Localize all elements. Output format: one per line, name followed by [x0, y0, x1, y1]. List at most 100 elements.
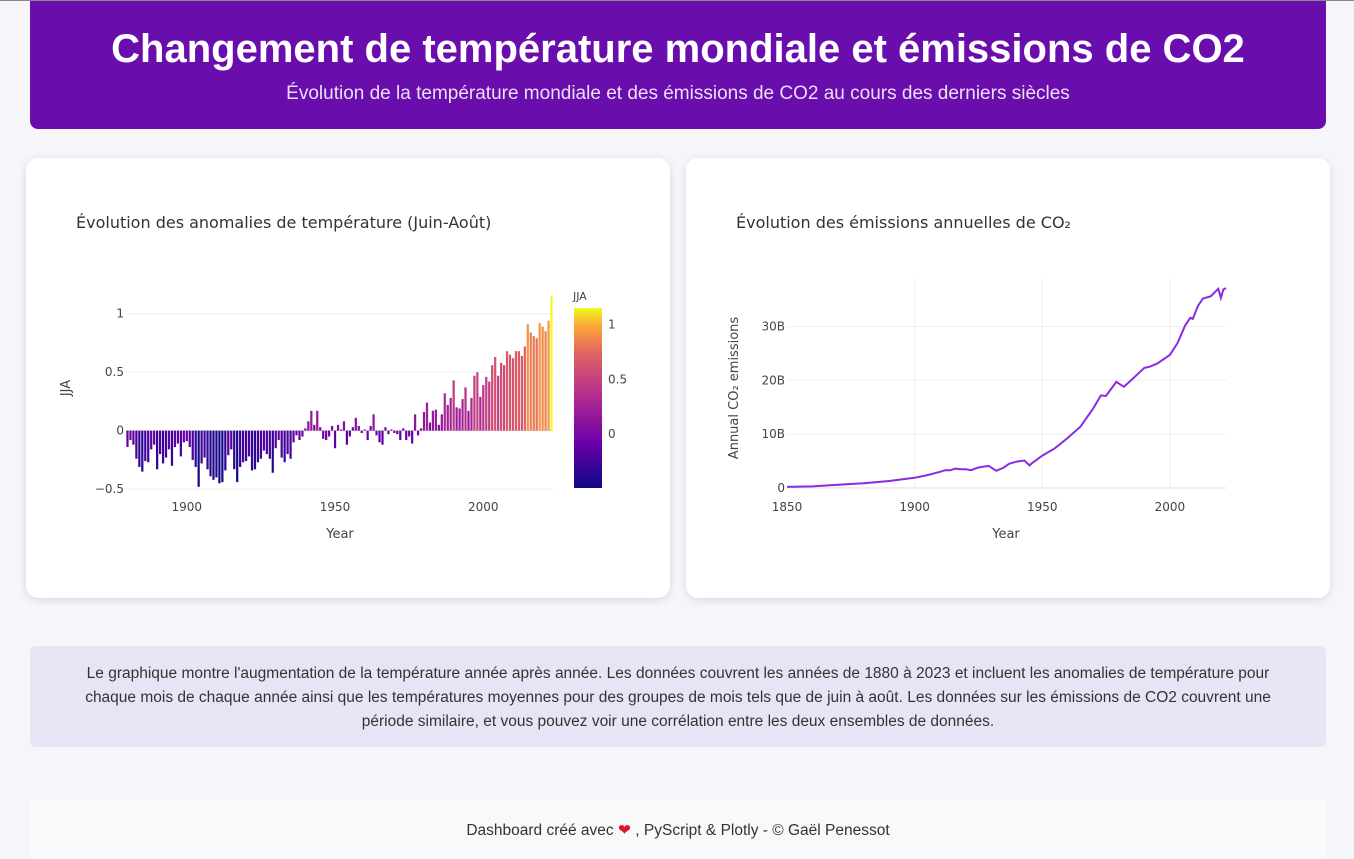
temperature-bar [502, 365, 506, 431]
temperature-bar [437, 424, 440, 431]
heart-icon: ❤ [617, 822, 631, 839]
temperature-bar [360, 430, 363, 434]
colorbar-tick-label: 0.5 [608, 372, 627, 386]
temperature-bar [393, 430, 396, 434]
temperature-bar [339, 429, 343, 431]
temperature-bar [167, 430, 171, 450]
temperature-x-axis-label: Year [325, 527, 354, 542]
temperature-y-axis-label: JJA [59, 380, 74, 397]
temperature-bar [304, 428, 307, 431]
temperature-bar [242, 430, 245, 463]
temperature-bar [526, 324, 529, 431]
temperature-bar [153, 430, 156, 445]
temperature-bar [325, 430, 328, 441]
temperature-bar [330, 426, 334, 431]
temperature-y-tick-label: 1 [116, 307, 124, 321]
temperature-bar [449, 397, 452, 431]
temperature-bar [384, 427, 387, 431]
temperature-bar [298, 430, 301, 441]
co2-series-line [786, 286, 1227, 488]
temperature-bar [434, 409, 437, 431]
temperature-bar [467, 410, 470, 431]
temperature-bar [390, 429, 393, 431]
temperature-bar [485, 376, 488, 431]
temperature-bar [369, 426, 372, 431]
temperature-bar [470, 397, 473, 431]
co2-x-tick-label: 1850 [772, 500, 803, 514]
temperature-bar [256, 430, 260, 463]
temperature-bar [414, 414, 417, 431]
temperature-bar [473, 375, 476, 431]
temperature-bar [203, 430, 206, 458]
dashboard-header: Changement de température mondiale et ém… [30, 1, 1326, 129]
temperature-chart[interactable]: Évolution des anomalies de température (… [26, 158, 670, 598]
temperature-bar [271, 430, 274, 473]
temperature-bar [375, 430, 378, 436]
temperature-bar [455, 407, 458, 431]
temperature-bar [363, 429, 366, 431]
temperature-bar [188, 430, 191, 448]
colorbar [574, 308, 602, 488]
temperature-bar [514, 351, 518, 431]
footer-prefix: Dashboard créé avec [466, 822, 618, 839]
co2-chart[interactable]: Évolution des émissions annuelles de CO₂… [686, 158, 1330, 598]
temperature-y-tick-label: −0.5 [95, 482, 124, 496]
temperature-bar [141, 430, 144, 472]
page-subtitle: Évolution de la température mondiale et … [286, 83, 1070, 104]
temperature-bar [244, 430, 248, 462]
temperature-bar [497, 375, 500, 431]
temperature-bar [366, 430, 369, 441]
temperature-bar [132, 430, 135, 445]
temperature-bar [295, 430, 298, 436]
temperature-bar [345, 430, 349, 445]
temperature-bar [250, 430, 254, 471]
temperature-bar [333, 430, 337, 449]
temperature-bar [268, 430, 271, 459]
co2-x-axis-label: Year [991, 527, 1020, 542]
temperature-bar [387, 430, 390, 435]
temperature-bar [416, 430, 420, 436]
temperature-bar [411, 430, 414, 444]
temperature-bar [443, 393, 446, 431]
temperature-bar [464, 387, 467, 431]
temperature-bar [408, 430, 411, 437]
temperature-bar [310, 410, 313, 431]
temperature-bar [446, 404, 449, 431]
temperature-bar [218, 430, 221, 484]
footer-suffix: , PyScript & Plotly - © Gaël Penessot [630, 822, 890, 839]
temperature-bar [491, 365, 494, 431]
temperature-bar [259, 430, 263, 459]
temperature-bar [425, 402, 429, 431]
temperature-bar [342, 421, 346, 431]
temperature-bar [422, 411, 426, 431]
temperature-bar [253, 430, 257, 470]
temperature-bar [221, 430, 224, 483]
temperature-bar [505, 351, 509, 431]
co2-x-tick-label: 1900 [899, 500, 930, 514]
temperature-bar [452, 380, 455, 431]
temperature-bar [185, 430, 188, 442]
temperature-bar [150, 430, 153, 450]
co2-x-tick-label: 2000 [1155, 500, 1186, 514]
co2-y-axis-label: Annual CO₂ emissions [727, 317, 742, 460]
temperature-chart-title: Évolution des anomalies de température (… [76, 213, 491, 232]
temperature-bar [357, 426, 360, 431]
temperature-bar [247, 430, 251, 457]
temperature-bar [541, 326, 544, 431]
temperature-bar [396, 430, 399, 435]
temperature-bar [170, 430, 174, 466]
temperature-bar [476, 372, 479, 431]
temperature-bar [319, 427, 322, 431]
description-text: Le graphique montre l'augmentation de la… [85, 665, 1271, 730]
temperature-bar [292, 430, 295, 443]
temperature-bar [286, 430, 289, 455]
colorbar-tick-label: 0 [608, 427, 616, 441]
temperature-bar [200, 430, 203, 464]
temperature-bar [173, 430, 177, 448]
page-title: Changement de température mondiale et ém… [111, 27, 1245, 71]
temperature-bar [431, 410, 435, 431]
temperature-bar [301, 430, 304, 437]
temperature-bar [307, 421, 310, 431]
temperature-bar [419, 428, 423, 431]
temperature-bar [164, 430, 168, 458]
